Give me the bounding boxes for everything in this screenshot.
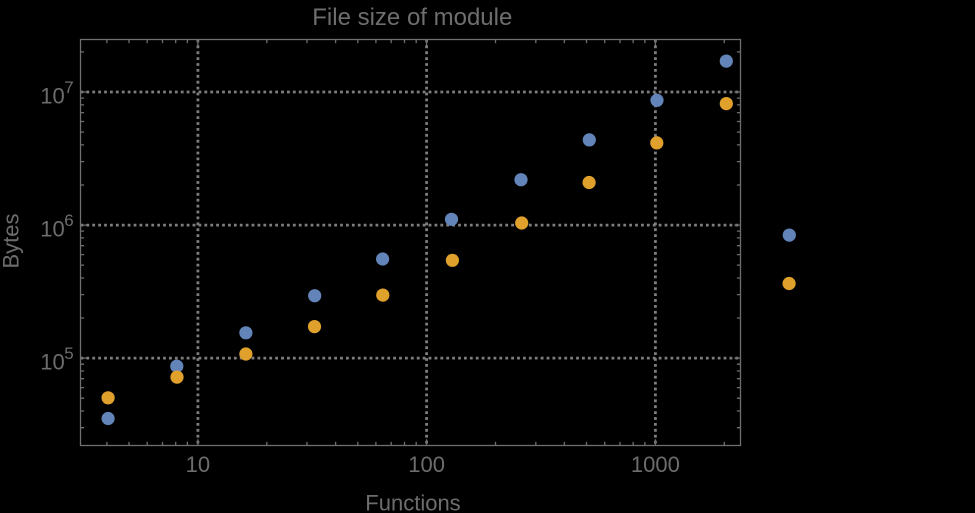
svg-text:10: 10	[40, 350, 64, 375]
svg-text:100: 100	[408, 452, 445, 477]
svg-text:Bytes: Bytes	[0, 213, 24, 268]
svg-text:5: 5	[64, 344, 73, 363]
svg-text:10: 10	[40, 217, 64, 242]
svg-text:6: 6	[64, 211, 73, 230]
svg-text:10: 10	[186, 452, 210, 477]
svg-text:7: 7	[64, 78, 73, 97]
svg-text:1000: 1000	[631, 452, 680, 477]
svg-text:File size of module: File size of module	[312, 4, 512, 31]
svg-text:10: 10	[40, 83, 64, 108]
svg-text:Functions: Functions	[365, 491, 460, 513]
